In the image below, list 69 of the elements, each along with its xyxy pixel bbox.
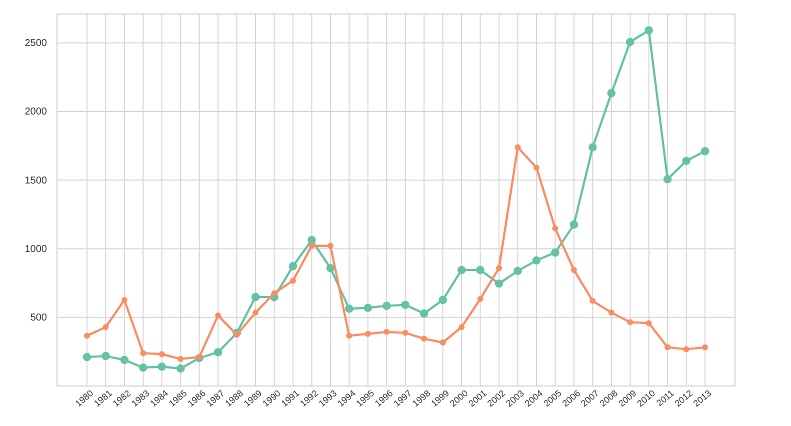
point <box>570 267 577 273</box>
y-tick-label: 500 <box>30 312 48 324</box>
point <box>364 304 372 312</box>
point <box>288 262 298 270</box>
point <box>532 256 541 265</box>
point <box>494 279 504 288</box>
point <box>290 278 296 284</box>
point <box>420 309 428 318</box>
point <box>663 174 672 184</box>
point <box>102 324 109 330</box>
point <box>82 352 92 362</box>
point <box>700 146 710 156</box>
point <box>215 312 222 318</box>
point <box>514 144 521 150</box>
point <box>588 143 597 152</box>
point <box>457 266 466 274</box>
point <box>496 265 502 272</box>
y-tick-label: 2000 <box>24 106 48 118</box>
point <box>327 242 334 249</box>
point <box>84 332 90 339</box>
point <box>440 340 446 346</box>
point <box>121 296 128 303</box>
point <box>551 248 560 257</box>
point <box>590 298 596 304</box>
point <box>421 336 428 342</box>
point <box>646 320 652 326</box>
point <box>683 346 690 352</box>
point <box>401 300 410 310</box>
point <box>139 363 148 372</box>
point <box>234 332 240 338</box>
point <box>326 264 335 272</box>
point <box>644 26 653 34</box>
point <box>251 292 260 302</box>
point <box>158 351 165 358</box>
point <box>438 296 447 304</box>
point <box>702 344 708 350</box>
point <box>607 89 616 98</box>
y-tick-label: 2500 <box>24 38 48 50</box>
point <box>158 362 166 371</box>
point <box>402 330 408 336</box>
point <box>626 38 634 46</box>
point <box>346 332 352 339</box>
point <box>627 319 634 326</box>
point <box>364 330 371 337</box>
point <box>271 290 278 296</box>
point <box>176 364 185 373</box>
point <box>308 242 315 249</box>
point <box>382 302 391 310</box>
point <box>120 356 129 364</box>
point <box>570 220 578 229</box>
point <box>608 310 614 316</box>
point <box>552 225 558 232</box>
point <box>514 266 522 276</box>
y-tick-label: 1000 <box>24 244 48 255</box>
y-tick-label: 1500 <box>24 175 48 186</box>
point <box>308 236 316 244</box>
point <box>102 352 110 360</box>
point <box>384 328 390 335</box>
point <box>345 304 354 313</box>
point <box>533 164 540 171</box>
point <box>477 296 484 302</box>
point <box>178 356 184 362</box>
point <box>252 310 259 316</box>
point <box>664 344 671 350</box>
point <box>682 156 690 166</box>
point <box>458 324 465 330</box>
point <box>214 348 222 356</box>
point <box>476 266 484 274</box>
point <box>140 350 146 356</box>
